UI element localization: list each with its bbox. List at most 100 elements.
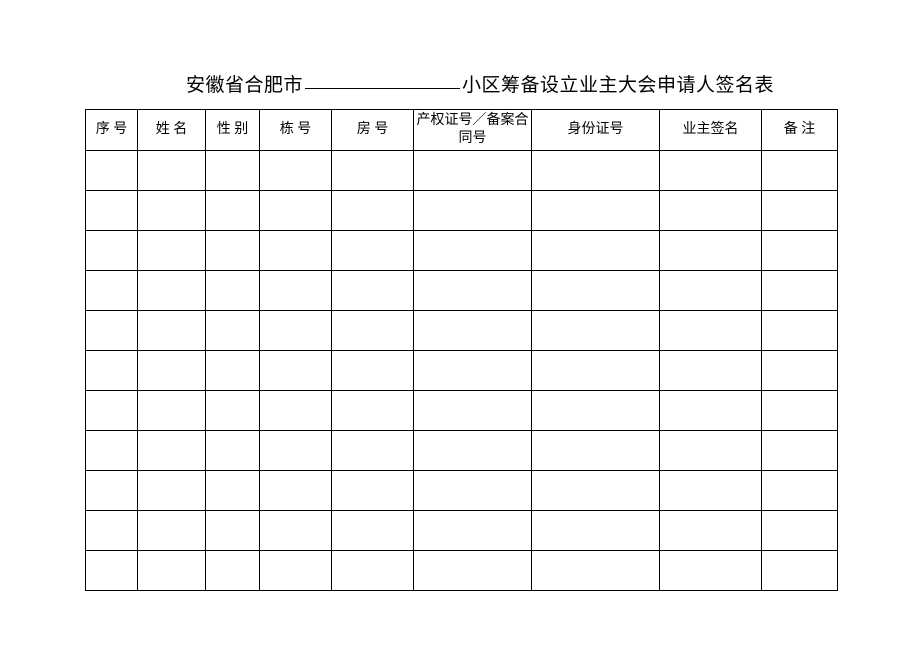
table-cell (414, 431, 532, 471)
table-cell (532, 551, 660, 591)
table-cell (762, 471, 838, 511)
header-name: 姓 名 (138, 110, 206, 151)
table-header-row: 序 号 姓 名 性 别 栋 号 房 号 产权证号／备案合同号 身份证号 业主签名… (86, 110, 838, 151)
table-cell (762, 351, 838, 391)
table-cell (660, 431, 762, 471)
table-cell (414, 391, 532, 431)
table-cell (138, 351, 206, 391)
table-cell (332, 191, 414, 231)
table-cell (86, 471, 138, 511)
table-cell (414, 311, 532, 351)
table-cell (260, 231, 332, 271)
table-cell (86, 391, 138, 431)
table-cell (332, 431, 414, 471)
table-cell (86, 511, 138, 551)
table-row (86, 151, 838, 191)
table-cell (206, 271, 260, 311)
table-cell (532, 151, 660, 191)
table-cell (414, 351, 532, 391)
table-cell (660, 231, 762, 271)
table-cell (260, 191, 332, 231)
table-cell (206, 231, 260, 271)
table-cell (762, 311, 838, 351)
table-body (86, 151, 838, 591)
table-cell (414, 551, 532, 591)
table-cell (86, 551, 138, 591)
title-prefix: 安徽省合肥市 (186, 75, 303, 96)
table-cell (660, 311, 762, 351)
table-row (86, 351, 838, 391)
table-cell (206, 351, 260, 391)
table-cell (260, 351, 332, 391)
table-cell (260, 151, 332, 191)
table-cell (532, 271, 660, 311)
table-row (86, 551, 838, 591)
table-cell (260, 471, 332, 511)
table-cell (138, 511, 206, 551)
table-cell (332, 551, 414, 591)
table-cell (206, 311, 260, 351)
table-row (86, 391, 838, 431)
table-cell (762, 231, 838, 271)
table-row (86, 431, 838, 471)
table-cell (332, 151, 414, 191)
table-cell (762, 431, 838, 471)
table-cell (206, 151, 260, 191)
table-cell (660, 191, 762, 231)
table-cell (206, 471, 260, 511)
table-cell (660, 471, 762, 511)
table-cell (532, 431, 660, 471)
table-cell (138, 151, 206, 191)
header-seq: 序 号 (86, 110, 138, 151)
table-cell (138, 191, 206, 231)
header-room: 房 号 (332, 110, 414, 151)
table-cell (660, 151, 762, 191)
table-cell (138, 471, 206, 511)
header-cert: 产权证号／备案合同号 (414, 110, 532, 151)
table-cell (532, 351, 660, 391)
table-row (86, 271, 838, 311)
table-cell (532, 231, 660, 271)
table-cell (762, 551, 838, 591)
table-cell (332, 271, 414, 311)
table-cell (206, 551, 260, 591)
table-cell (762, 151, 838, 191)
table-cell (138, 391, 206, 431)
table-cell (532, 511, 660, 551)
table-cell (332, 471, 414, 511)
table-cell (86, 191, 138, 231)
table-row (86, 191, 838, 231)
table-cell (260, 311, 332, 351)
table-cell (206, 511, 260, 551)
document-title: 安徽省合肥市小区筹备设立业主大会申请人签名表 (145, 70, 815, 97)
table-cell (86, 151, 138, 191)
table-cell (332, 351, 414, 391)
table-cell (414, 151, 532, 191)
table-row (86, 311, 838, 351)
table-cell (532, 471, 660, 511)
table-cell (332, 391, 414, 431)
table-cell (206, 431, 260, 471)
header-signature: 业主签名 (660, 110, 762, 151)
table-row (86, 511, 838, 551)
table-cell (138, 271, 206, 311)
table-cell (86, 271, 138, 311)
table-row (86, 231, 838, 271)
table-cell (260, 431, 332, 471)
table-cell (86, 231, 138, 271)
table-cell (260, 271, 332, 311)
table-cell (532, 191, 660, 231)
title-blank-line (305, 88, 460, 89)
table-cell (138, 431, 206, 471)
signature-table: 序 号 姓 名 性 别 栋 号 房 号 产权证号／备案合同号 身份证号 业主签名… (85, 109, 838, 591)
table-cell (660, 351, 762, 391)
table-cell (532, 391, 660, 431)
table-cell (260, 511, 332, 551)
table-cell (660, 551, 762, 591)
header-remark: 备 注 (762, 110, 838, 151)
table-cell (332, 311, 414, 351)
header-building: 栋 号 (260, 110, 332, 151)
table-cell (414, 231, 532, 271)
table-cell (260, 551, 332, 591)
table-cell (414, 191, 532, 231)
